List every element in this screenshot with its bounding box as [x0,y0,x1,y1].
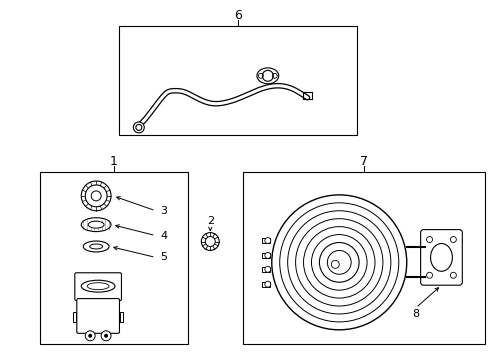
Ellipse shape [81,280,115,292]
Ellipse shape [83,241,109,252]
Text: 2: 2 [206,216,213,226]
Ellipse shape [89,244,102,249]
Circle shape [426,272,432,278]
Circle shape [264,281,270,287]
Ellipse shape [87,283,109,290]
Ellipse shape [429,243,451,271]
Text: 3: 3 [160,206,167,216]
FancyBboxPatch shape [420,230,461,285]
Text: 6: 6 [234,9,242,22]
Text: 1: 1 [110,155,118,168]
Circle shape [264,266,270,272]
Circle shape [91,191,101,201]
FancyBboxPatch shape [75,273,121,301]
Circle shape [101,331,111,341]
Ellipse shape [81,218,111,231]
Bar [73,312,76,322]
Circle shape [426,237,432,243]
Circle shape [201,233,219,251]
Circle shape [85,331,95,341]
Circle shape [449,237,455,243]
Bar [262,267,269,272]
Circle shape [205,237,215,247]
Bar [262,238,269,243]
Circle shape [264,252,270,258]
Bar [120,312,122,322]
Circle shape [85,185,107,207]
Text: 5: 5 [160,252,167,262]
Circle shape [449,272,455,278]
FancyBboxPatch shape [77,298,119,333]
Bar [262,253,269,258]
Bar [243,172,484,344]
Circle shape [133,122,144,133]
Text: 4: 4 [160,230,167,240]
Bar [40,172,188,344]
Text: 7: 7 [359,155,367,168]
Bar [119,26,356,135]
Circle shape [88,334,92,338]
Text: 8: 8 [411,309,418,319]
Bar [262,282,269,287]
Circle shape [319,243,358,282]
Circle shape [104,334,108,338]
Circle shape [81,181,111,211]
Ellipse shape [88,221,104,228]
Circle shape [264,238,270,243]
Ellipse shape [256,68,278,84]
Circle shape [271,195,406,330]
